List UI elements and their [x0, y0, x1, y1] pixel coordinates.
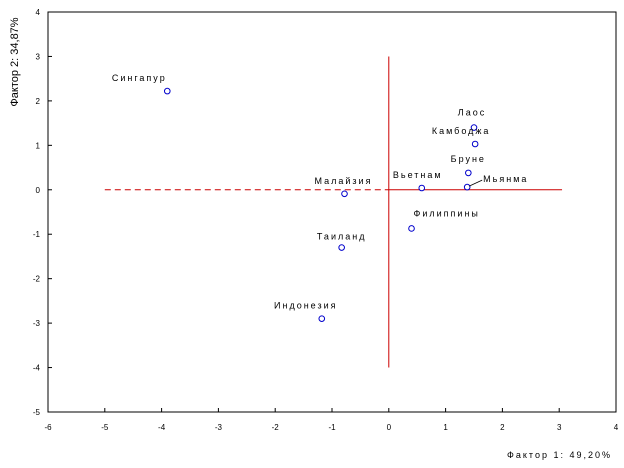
- x-tick-label: 3: [557, 423, 562, 432]
- point-labels: Сингапур Лаос Камбоджа Бруне Мьянма Вьетнам Ма…: [112, 73, 528, 311]
- y-tick-label: -3: [33, 319, 41, 328]
- data-point: [465, 169, 472, 177]
- data-point: [418, 184, 426, 192]
- y-tick-label: -4: [33, 364, 41, 373]
- x-axis-title: Фактор 1: 49,20%: [507, 450, 612, 460]
- data-point: [163, 87, 171, 95]
- data-point: [338, 244, 345, 251]
- plot-frame: [47, 11, 617, 413]
- point-label: Индонезия: [274, 301, 338, 311]
- y-tick-label: -5: [33, 408, 41, 417]
- point-label: Мьянма: [483, 174, 528, 184]
- y-tick-label: 4: [36, 8, 41, 17]
- y-axis-title: Фактор 2: 34,87%: [9, 17, 21, 106]
- x-tick-label: -6: [44, 423, 52, 432]
- label-leader-line: [469, 179, 483, 187]
- x-tick-label: -3: [215, 423, 223, 432]
- point-label: Филиппины: [414, 208, 480, 218]
- x-tick-label: 0: [387, 423, 392, 432]
- y-axis-ticks: 4 3 2 1 0 -1 -2 -3 -4 -5: [33, 8, 52, 417]
- data-point: [471, 140, 479, 148]
- data-point: [408, 225, 415, 232]
- x-tick-label: -2: [272, 423, 280, 432]
- data-point: [318, 315, 326, 322]
- x-tick-label: -5: [101, 423, 109, 432]
- x-tick-label: 1: [443, 423, 448, 432]
- point-label: Вьетнам: [393, 170, 443, 180]
- point-label: Таиланд: [317, 232, 367, 242]
- x-tick-label: -1: [328, 423, 336, 432]
- point-label: Камбоджа: [432, 126, 491, 136]
- data-point: [463, 183, 471, 191]
- reference-lines: [104, 56, 563, 368]
- x-tick-label: 2: [500, 423, 505, 432]
- x-axis-ticks: -6 -5 -4 -3 -2 -1 0 1 2 3 4: [44, 408, 619, 432]
- y-tick-label: -2: [33, 275, 41, 284]
- data-points: [163, 87, 479, 322]
- data-point: [341, 190, 348, 198]
- y-tick-label: -1: [33, 230, 41, 239]
- point-label: Лаос: [458, 108, 486, 118]
- y-tick-label: 3: [36, 52, 41, 61]
- data-point: [470, 124, 478, 131]
- y-tick-label: 0: [36, 186, 41, 195]
- y-tick-label: 1: [36, 141, 41, 150]
- point-label: Бруне: [451, 154, 486, 164]
- point-label: Малайзия: [315, 176, 373, 186]
- y-tick-label: 2: [36, 97, 41, 106]
- x-tick-label: 4: [614, 423, 619, 432]
- point-label: Сингапур: [112, 73, 167, 83]
- x-tick-label: -4: [158, 423, 166, 432]
